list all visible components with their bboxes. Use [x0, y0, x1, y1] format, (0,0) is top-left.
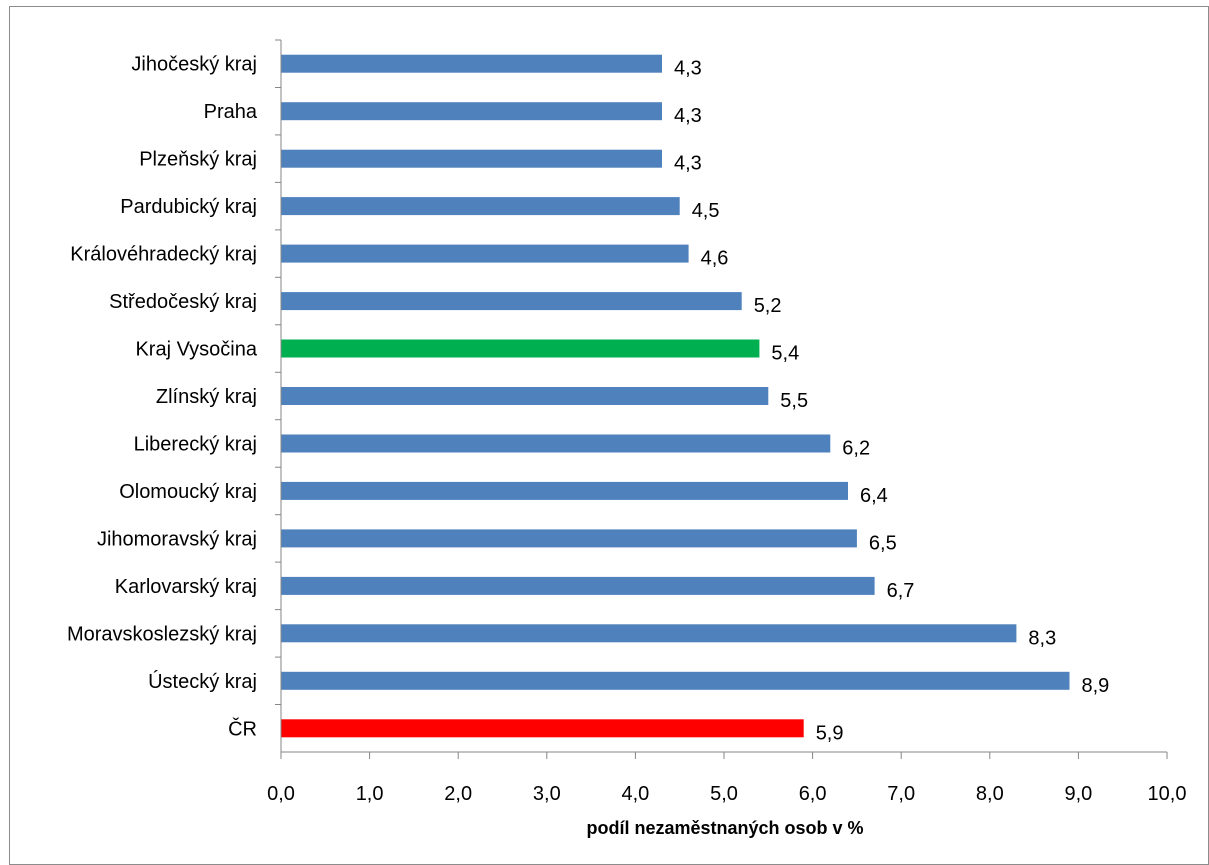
category-label: Moravskoslezský kraj: [67, 623, 257, 645]
category-label: Zlínský kraj: [156, 386, 257, 408]
x-tick-label: 6,0: [799, 783, 827, 805]
bars-layer: [281, 54, 1070, 738]
category-label: Praha: [204, 101, 258, 123]
x-tick-label: 9,0: [1064, 783, 1092, 805]
data-label: 4,3: [674, 105, 702, 127]
x-tick-label: 7,0: [887, 783, 915, 805]
x-tick-label: 3,0: [533, 783, 561, 805]
category-label: Karlovarský kraj: [115, 576, 257, 598]
x-tick-label: 5,0: [710, 783, 738, 805]
axes-layer: 0,0 1,0 2,0 3,0 4,0 5,0 6,0 7,0 8,0 9,0 10,0: [267, 39, 1187, 805]
category-label: Jihočeský kraj: [131, 54, 257, 76]
category-label: Olomoucký kraj: [119, 481, 257, 503]
data-label: 5,5: [780, 390, 808, 412]
data-label: 5,4: [771, 343, 799, 365]
x-axis-title: podíl nezaměstnaných osob v %: [586, 818, 863, 838]
category-label: Středočeský kraj: [109, 291, 257, 313]
data-label: 8,9: [1082, 675, 1110, 697]
bar: [281, 434, 831, 453]
x-tick-label: 1,0: [356, 783, 384, 805]
data-label: 6,2: [842, 438, 870, 460]
category-label: Královéhradecký kraj: [70, 244, 257, 266]
data-label: 4,3: [674, 58, 702, 80]
x-tick-label: 8,0: [976, 783, 1004, 805]
data-label: 6,4: [860, 485, 888, 507]
bar: [281, 102, 662, 121]
labels-layer: Jihočeský kraj 4,3 Praha 4,3 Plzeňský kraj 4,…: [67, 54, 1109, 745]
x-tick-label: 4,0: [621, 783, 649, 805]
category-label: Ústecký kraj: [148, 670, 257, 693]
x-tick-label: 10,0: [1148, 783, 1187, 805]
category-label: Pardubický kraj: [120, 196, 257, 218]
bar: [281, 244, 689, 263]
data-label: 4,5: [692, 200, 720, 222]
data-label: 5,2: [754, 295, 782, 317]
bar: [281, 481, 848, 500]
category-label: Liberecký kraj: [134, 434, 257, 456]
bar: [281, 576, 875, 595]
category-label: ČR: [228, 717, 257, 740]
bar: [281, 149, 662, 168]
x-tick-label: 0,0: [267, 783, 295, 805]
bar: [281, 671, 1070, 690]
data-label: 8,3: [1028, 627, 1056, 649]
data-label: 5,9: [816, 722, 844, 744]
category-label: Plzeňský kraj: [139, 149, 257, 171]
bar: [281, 719, 804, 738]
data-label: 6,5: [869, 532, 897, 554]
category-label: Jihomoravský kraj: [97, 528, 257, 550]
category-label: Kraj Vysočina: [135, 339, 257, 361]
data-label: 4,6: [701, 248, 729, 270]
bar: [281, 339, 760, 358]
bar: [281, 54, 662, 73]
data-label: 6,7: [887, 580, 915, 602]
data-label: 4,3: [674, 153, 702, 175]
bar: [281, 292, 742, 311]
bar: [281, 624, 1017, 643]
bar: [281, 387, 769, 405]
x-tick-label: 2,0: [444, 783, 472, 805]
bar: [281, 197, 680, 216]
bar: [281, 529, 857, 548]
